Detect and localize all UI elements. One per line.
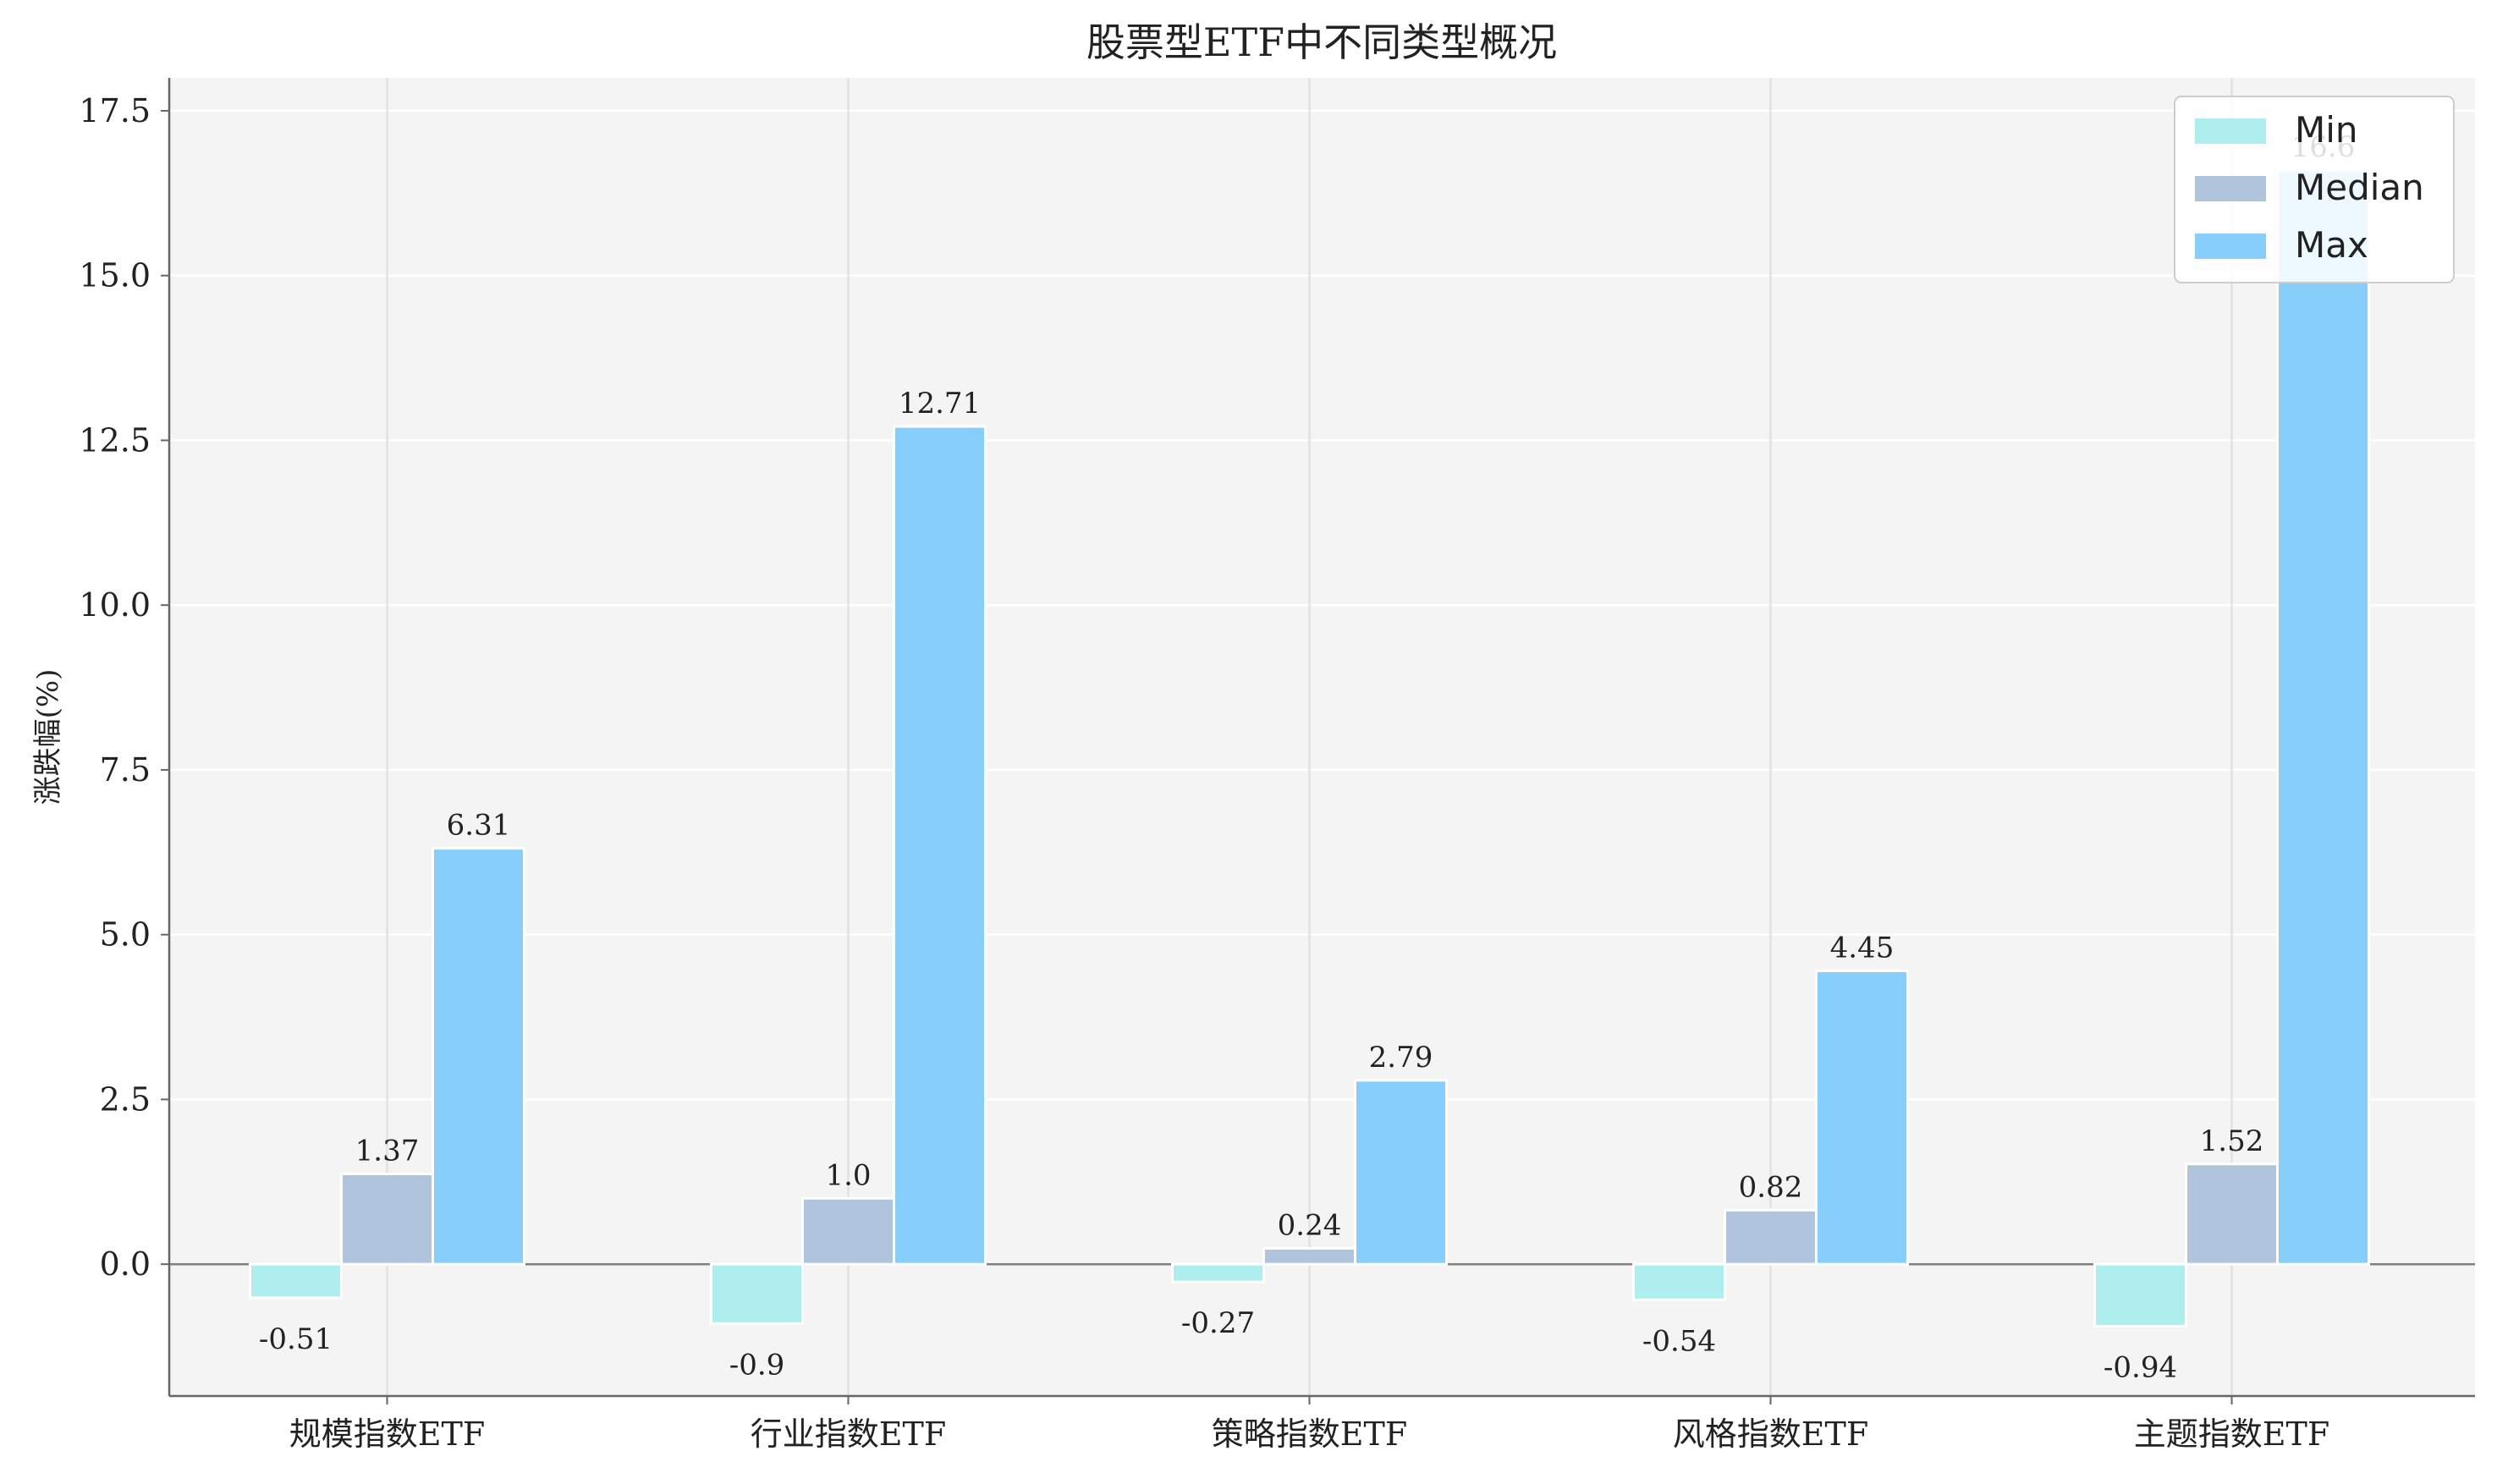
bar-min [2093, 1262, 2187, 1327]
data-label-min: -0.54 [1642, 1324, 1716, 1358]
bar-median [340, 1172, 434, 1266]
y-tick-label: 10.0 [79, 586, 151, 624]
plot-background [169, 78, 2475, 1396]
bar-max [893, 425, 987, 1266]
y-tick-label: 17.5 [79, 92, 151, 129]
data-label-max: 6.31 [447, 809, 511, 843]
x-tick-label: 策略指数ETF [1212, 1415, 1407, 1453]
bar-max [432, 847, 525, 1266]
y-tick-label: 12.5 [79, 421, 151, 459]
bar-min [1171, 1262, 1265, 1283]
y-tick-label: 2.5 [100, 1080, 151, 1118]
data-label-min: -0.94 [2104, 1350, 2177, 1384]
y-tick-label: 0.0 [100, 1245, 151, 1283]
y-ticks: 0.0 2.5 5.0 7.5 10.0 12.5 15.0 17.5 [79, 92, 169, 1283]
bar-max [1815, 970, 1909, 1266]
bar-median [1262, 1247, 1356, 1266]
bars [249, 168, 2370, 1327]
bar-max [2276, 168, 2370, 1266]
x-tick-label: 规模指数ETF [289, 1415, 485, 1453]
x-tick-label: 行业指数ETF [751, 1415, 946, 1453]
x-ticks: 规模指数ETF 行业指数ETF 策略指数ETF 风格指数ETF 主题指数ETF [289, 1396, 2329, 1453]
data-label-min: -0.27 [1181, 1306, 1255, 1340]
data-label-median: 1.0 [825, 1158, 871, 1192]
grid-lines [169, 78, 2475, 1396]
data-label-max: 12.71 [899, 387, 981, 420]
legend: Min Median Max [2174, 96, 2455, 283]
bar-median [801, 1196, 895, 1266]
legend-swatch-median [2195, 176, 2266, 201]
legend-label-max: Max [2295, 224, 2368, 266]
x-tick-label: 主题指数ETF [2134, 1415, 2329, 1453]
data-label-max: 4.45 [1830, 932, 1895, 965]
x-tick-label: 风格指数ETF [1673, 1415, 1868, 1453]
data-label-median: 0.24 [1278, 1209, 1342, 1243]
bar-min [1632, 1262, 1726, 1301]
bar-min [249, 1262, 343, 1300]
data-label-max: 2.79 [1369, 1041, 1433, 1075]
y-tick-label: 7.5 [100, 751, 151, 789]
y-axis-label: 涨跌幅(%) [31, 669, 65, 805]
legend-swatch-max [2195, 234, 2266, 259]
y-tick-label: 15.0 [79, 257, 151, 294]
legend-swatch-min [2195, 118, 2266, 144]
data-label-median: 1.52 [2200, 1124, 2264, 1158]
bar-median [1724, 1208, 1818, 1266]
bar-min [710, 1262, 804, 1325]
data-label-median: 0.82 [1739, 1170, 1803, 1204]
y-tick-label: 5.0 [100, 916, 151, 954]
legend-label-median: Median [2295, 167, 2424, 208]
data-label-median: 1.37 [355, 1134, 420, 1168]
bar-median [2185, 1162, 2279, 1266]
data-label-min: -0.9 [729, 1348, 785, 1382]
data-label-min: -0.51 [259, 1322, 333, 1356]
legend-label-min: Min [2295, 109, 2358, 151]
chart-title: 股票型ETF中不同类型概况 [1086, 19, 1557, 65]
bar-max [1354, 1079, 1448, 1266]
